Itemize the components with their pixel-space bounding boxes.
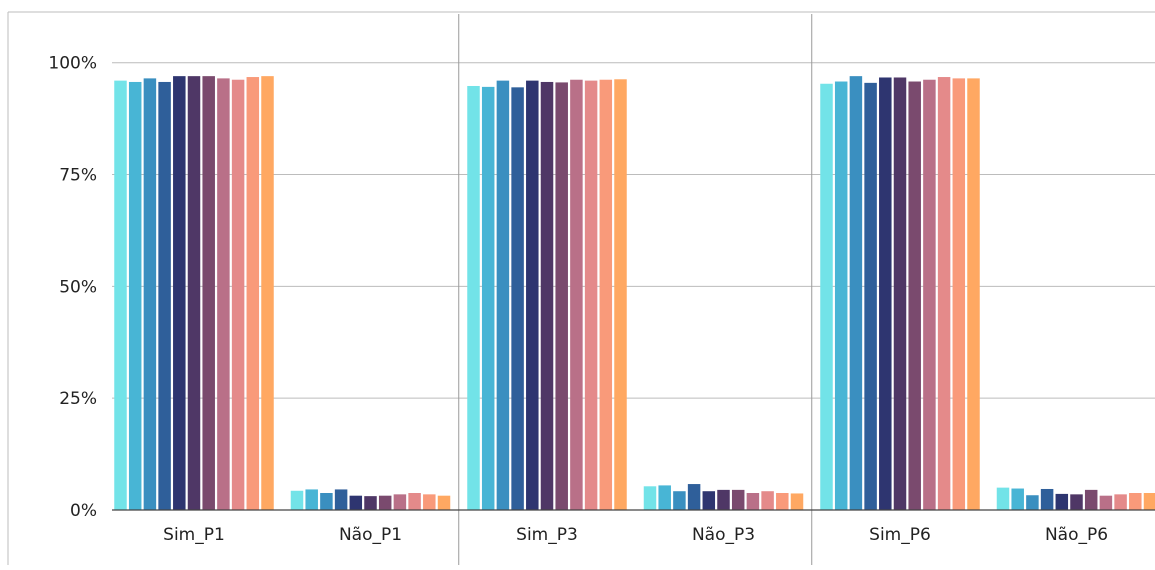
bar <box>879 77 892 510</box>
y-tick-label: 0% <box>70 501 97 521</box>
bar <box>1084 489 1098 510</box>
bar <box>1040 488 1054 510</box>
bar <box>143 78 157 510</box>
bar <box>320 493 333 510</box>
bar <box>173 76 186 511</box>
grid-lines <box>7 11 1155 565</box>
bar <box>187 76 201 511</box>
bar <box>834 81 848 510</box>
bar <box>731 489 745 510</box>
section-dividers <box>458 14 813 565</box>
bar <box>996 487 1010 510</box>
bar <box>496 80 510 511</box>
bar <box>349 495 363 510</box>
bar <box>923 79 936 510</box>
bar <box>437 495 451 510</box>
bar <box>540 81 554 511</box>
bar <box>893 77 907 510</box>
bars <box>114 76 1155 511</box>
bar <box>128 81 142 511</box>
bar <box>1026 495 1039 510</box>
bar <box>1099 495 1113 510</box>
y-tick-label: 25% <box>59 389 97 409</box>
bar <box>761 491 774 510</box>
bar <box>555 82 568 510</box>
bar <box>1055 493 1069 510</box>
x-category-label: Sim_P3 <box>516 525 578 545</box>
bar <box>526 80 539 511</box>
y-tick-label: 75% <box>59 166 97 186</box>
bar <box>687 484 701 510</box>
bar <box>908 81 921 510</box>
bar <box>246 77 260 510</box>
bar <box>746 493 760 510</box>
bar <box>378 495 392 510</box>
bar <box>334 489 348 510</box>
bar <box>967 78 980 510</box>
bar <box>599 79 613 510</box>
x-category-label: Não_P1 <box>339 525 402 545</box>
bar <box>408 493 421 510</box>
bar <box>717 489 730 510</box>
bar <box>614 79 627 510</box>
bar <box>217 78 230 510</box>
bar <box>305 489 318 510</box>
bar <box>570 79 583 510</box>
x-category-label: Não_P6 <box>1045 525 1108 545</box>
bar <box>702 491 716 510</box>
bar <box>849 76 863 511</box>
bar <box>467 85 480 511</box>
bar <box>1143 493 1155 510</box>
x-category-label: Sim_P6 <box>869 525 931 545</box>
bar <box>776 493 789 510</box>
labels: 0% 25% 50% 75% 100% Sim_P1 Não_P1 Sim_P3 Não_P3 S… <box>48 54 1108 545</box>
bar <box>1129 493 1142 510</box>
bar <box>673 491 686 510</box>
bar <box>820 83 833 511</box>
y-tick-label: 100% <box>48 54 97 74</box>
bar <box>1011 488 1024 510</box>
bar <box>290 490 304 510</box>
bar <box>1114 494 1127 510</box>
bar <box>423 494 436 510</box>
y-tick-label: 50% <box>59 277 97 297</box>
bar <box>364 496 377 510</box>
bar <box>158 81 171 511</box>
bar <box>864 82 877 510</box>
bar <box>231 79 245 510</box>
bar <box>393 494 407 510</box>
bar <box>202 76 215 511</box>
bar <box>114 80 127 511</box>
bar <box>511 87 524 510</box>
bar <box>1070 494 1083 510</box>
bar <box>658 485 671 510</box>
bar <box>790 493 804 510</box>
bar <box>952 78 966 510</box>
bar <box>481 86 495 510</box>
x-category-label: Sim_P1 <box>163 525 225 545</box>
bar <box>261 76 274 511</box>
bar <box>937 77 951 510</box>
x-category-label: Não_P3 <box>692 525 755 545</box>
bar <box>584 80 598 511</box>
bar <box>643 486 657 510</box>
